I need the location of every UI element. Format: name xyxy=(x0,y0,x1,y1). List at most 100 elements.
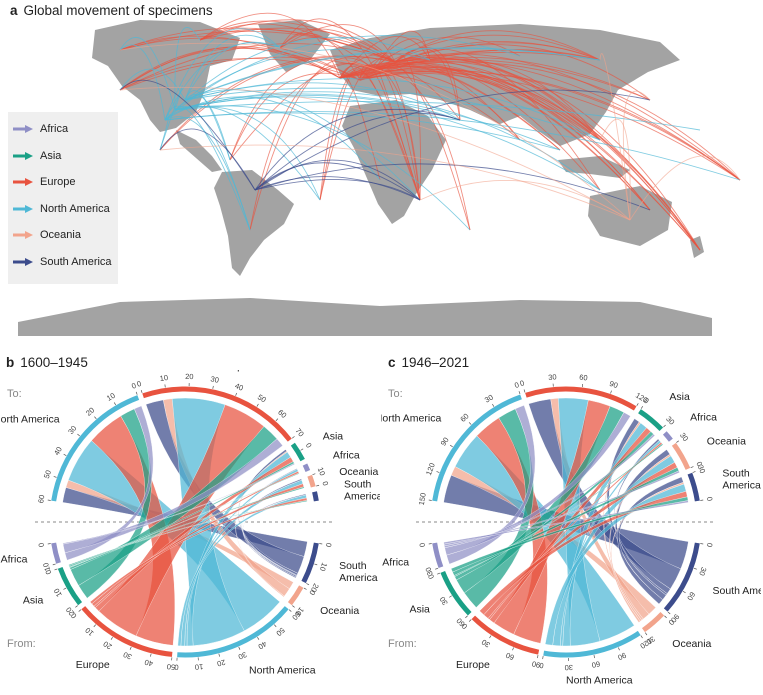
tick-mark xyxy=(594,655,595,658)
tick-label: 30 xyxy=(237,650,248,662)
arc-to-africa xyxy=(305,465,308,471)
tick-mark xyxy=(641,636,643,639)
tick-label: 0 xyxy=(136,379,143,389)
tick-mark xyxy=(512,648,513,651)
tick-label: 10 xyxy=(316,466,327,477)
tick-mark xyxy=(537,655,538,658)
region-label-asia: Asia xyxy=(23,594,44,606)
tick-label: 150 xyxy=(417,492,428,506)
tick-label: 30 xyxy=(548,372,557,382)
tick-label: 40 xyxy=(144,658,154,669)
panel-b-letter: b xyxy=(6,355,14,370)
tick-label: 60 xyxy=(276,408,288,420)
tick-label: 90 xyxy=(608,379,619,390)
region-label-north-america: North America xyxy=(566,674,633,686)
tick-label: 30 xyxy=(483,393,495,405)
tick-mark xyxy=(543,656,544,659)
tick-mark xyxy=(519,391,520,394)
tick-mark xyxy=(637,403,639,406)
legend-arrow-icon xyxy=(12,257,34,267)
tick-mark xyxy=(54,476,57,477)
legend-item-europe: Europe xyxy=(8,169,118,196)
region-label-africa: Africa xyxy=(333,450,360,462)
tick-mark xyxy=(691,467,694,468)
tick-label: 50 xyxy=(42,469,53,480)
legend-label: Asia xyxy=(40,150,61,162)
tick-label: 30 xyxy=(423,566,434,577)
tick-mark xyxy=(489,636,491,639)
tick-mark xyxy=(75,606,77,608)
tick-mark xyxy=(694,568,697,569)
tick-label: 10 xyxy=(83,626,95,638)
tick-label: 30 xyxy=(438,595,450,607)
tick-mark xyxy=(469,620,471,622)
tick-label: 90 xyxy=(616,651,627,663)
tick-mark xyxy=(64,454,67,455)
region-label-north-america: North America xyxy=(381,412,441,424)
panel-c-letter: c xyxy=(388,355,396,370)
arc-to-south-america xyxy=(690,474,697,501)
tick-mark xyxy=(313,474,316,475)
tick-mark xyxy=(239,647,240,650)
tick-mark xyxy=(55,569,58,570)
legend-item-africa: Africa xyxy=(8,116,118,143)
tick-mark xyxy=(292,606,294,608)
panel-c-title-text: 1946–2021 xyxy=(402,355,470,370)
tick-label: 20 xyxy=(185,372,194,381)
legend-arrow-icon xyxy=(12,151,34,161)
tick-mark xyxy=(450,445,453,447)
tick-mark xyxy=(257,404,259,407)
tick-label: 10 xyxy=(105,391,117,403)
antarctica-land xyxy=(18,298,712,336)
tick-mark xyxy=(301,449,304,451)
arc-from-oceania xyxy=(290,587,301,604)
tick-label: 10 xyxy=(318,562,329,573)
region-label-south-america: South America xyxy=(713,585,761,597)
legend-label: Oceania xyxy=(40,229,81,241)
tick-label: 120 xyxy=(424,462,437,477)
tick-mark xyxy=(449,596,452,598)
tick-label: 0 xyxy=(705,496,715,502)
tick-label: 10 xyxy=(41,562,52,573)
tick-mark xyxy=(94,417,96,419)
tick-mark xyxy=(141,390,142,393)
region-label-europe: Europe xyxy=(76,659,110,671)
region-label-oceania: Oceania xyxy=(672,638,711,650)
tick-mark xyxy=(219,654,220,657)
tick-mark xyxy=(306,583,309,584)
tick-label: 50 xyxy=(166,662,175,672)
tick-label: 0 xyxy=(705,542,715,548)
tick-mark xyxy=(316,485,319,486)
legend-arrow-icon xyxy=(12,124,34,134)
tick-label: 30 xyxy=(480,637,492,649)
region-label-north-america: North America xyxy=(0,413,60,425)
region-label-africa: Africa xyxy=(382,556,409,568)
tick-label: 50 xyxy=(274,626,286,638)
tick-mark xyxy=(524,389,525,392)
tick-mark xyxy=(304,588,307,589)
region-label-south-america: America xyxy=(722,479,761,491)
legend-item-south-america: South America xyxy=(8,249,118,276)
arc-from-africa xyxy=(54,543,59,563)
arc-to-south-america xyxy=(315,492,317,501)
region-label-africa: Africa xyxy=(690,412,717,424)
tick-label: 30 xyxy=(565,663,574,672)
legend-arrow-icon xyxy=(12,204,34,214)
tick-label: 10 xyxy=(194,662,203,672)
se-asia-islands-land xyxy=(558,156,630,178)
tick-mark xyxy=(213,386,214,389)
tick-mark xyxy=(111,637,113,640)
tick-mark xyxy=(289,610,291,612)
tick-label: 0 xyxy=(519,378,526,388)
region-label-asia: Asia xyxy=(323,430,344,442)
tick-label: 0 xyxy=(304,441,314,449)
tick-mark xyxy=(437,573,440,574)
tick-mark xyxy=(136,392,137,395)
region-label-north-america: North America xyxy=(249,665,316,677)
tick-label: 20 xyxy=(216,658,226,669)
tick-label: 60 xyxy=(458,412,470,424)
tick-mark xyxy=(63,588,66,589)
